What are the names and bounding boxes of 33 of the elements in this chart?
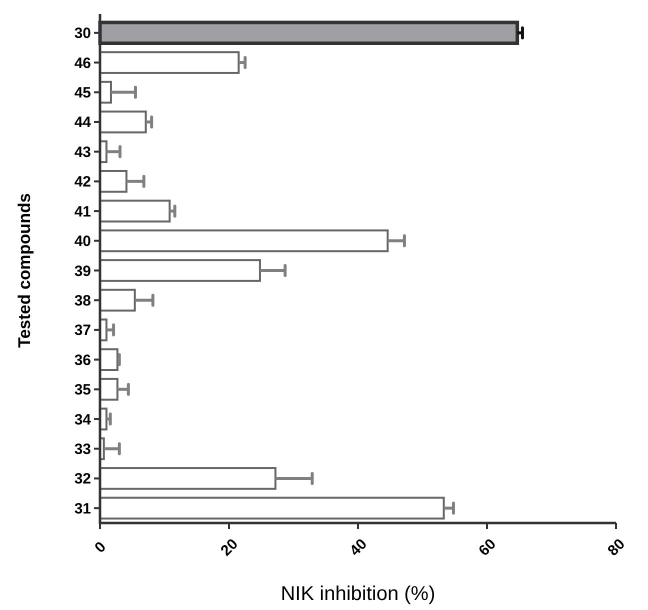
x-tick-label: 40 (346, 536, 370, 560)
bar (99, 259, 261, 282)
y-tick-label: 46 (74, 54, 91, 72)
y-tick-label: 42 (74, 174, 91, 191)
y-axis-title: Tested compounds (15, 193, 34, 348)
y-tick-label: 30 (74, 25, 91, 42)
y-tick-label: 40 (74, 233, 91, 250)
y-tick-label: 38 (74, 292, 91, 310)
bar (99, 288, 136, 312)
y-tick-label: 39 (74, 262, 91, 280)
y-tick-label: 33 (74, 440, 91, 458)
y-tick-label: 35 (74, 382, 91, 399)
x-tick-label: 60 (476, 536, 500, 560)
y-tick-label: 32 (74, 470, 91, 488)
y-tick-label: 45 (74, 84, 91, 102)
y-tick-label: 44 (74, 114, 92, 132)
y-tick-label: 41 (74, 203, 91, 220)
y-tick-label: 37 (74, 322, 91, 340)
bar (99, 51, 240, 74)
y-tick-label: 34 (74, 411, 92, 428)
x-tick-label: 20 (218, 536, 242, 560)
x-tick-label: 80 (604, 536, 628, 560)
x-tick-label: 0 (92, 538, 110, 556)
x-axis-title: NIK inhibition (%) (280, 583, 436, 605)
bar (99, 467, 276, 490)
bar (99, 229, 389, 252)
y-tick-label: 43 (74, 144, 91, 161)
bar (99, 170, 128, 193)
bar (99, 496, 445, 520)
y-tick-label: 36 (74, 352, 91, 369)
bar (99, 200, 171, 222)
y-tick-label: 31 (74, 500, 91, 518)
bar (99, 110, 147, 134)
